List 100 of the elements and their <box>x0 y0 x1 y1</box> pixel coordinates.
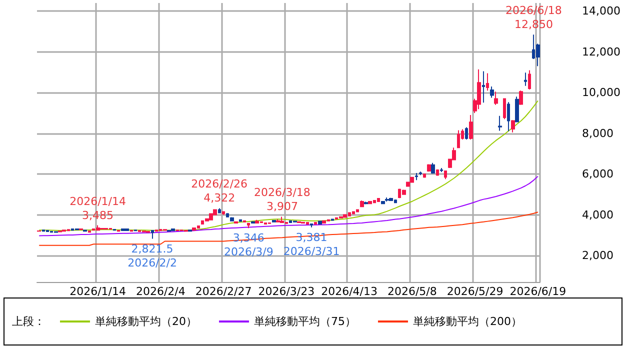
candlestick <box>381 200 385 204</box>
candlestick <box>151 230 154 240</box>
legend-label: 単純移動平均（20） <box>95 315 197 328</box>
x-tick-label: 2026/6/19 <box>510 285 566 298</box>
candlestick <box>457 130 460 148</box>
candlestick <box>415 172 418 181</box>
candlestick <box>385 196 389 202</box>
x-tick-label: 2026/2/27 <box>195 285 252 298</box>
annotation: 2026/6/18 12,850 <box>506 4 562 32</box>
candlestick <box>431 162 435 174</box>
candlestick <box>301 221 305 224</box>
candlestick <box>503 98 506 120</box>
candlestick <box>280 216 284 224</box>
candlestick <box>364 201 368 205</box>
candlestick <box>410 176 414 184</box>
candlestick <box>218 208 221 214</box>
candlestick <box>272 220 276 223</box>
candlestick <box>54 230 58 234</box>
candlestick <box>310 223 313 228</box>
candlestick <box>368 200 372 204</box>
candlestick <box>360 200 364 208</box>
legend-label: 単純移動平均（75） <box>254 315 356 328</box>
candlestick <box>377 198 380 202</box>
x-tick-label: 2026/5/29 <box>446 285 504 298</box>
candlestick <box>352 210 355 214</box>
candlestick <box>125 228 129 232</box>
candlestick <box>209 213 213 221</box>
candlestick <box>155 229 158 232</box>
candlestick <box>251 220 255 224</box>
candlestick <box>230 216 234 222</box>
candlestick <box>293 220 297 223</box>
candlestick <box>239 218 242 222</box>
candlestick <box>205 218 209 222</box>
candlestick <box>486 72 489 92</box>
candlestick <box>314 222 317 225</box>
candlestick <box>343 214 347 218</box>
candlestick <box>331 218 334 221</box>
candlestick <box>276 218 280 223</box>
candlestick <box>46 230 49 232</box>
candlestick <box>83 229 87 232</box>
candlestick <box>482 70 485 104</box>
x-tick-label: 2026/2/4 <box>136 285 186 298</box>
y-tick-label: 2,000 <box>582 249 614 262</box>
candlestick <box>96 224 100 231</box>
candlestick <box>519 90 523 106</box>
candlestick <box>88 230 91 234</box>
legend-label: 単純移動平均（200） <box>412 315 522 328</box>
y-tick-label: 4,000 <box>582 208 614 222</box>
candlestick <box>490 86 494 98</box>
candlestick <box>121 228 125 232</box>
x-tick-label: 2026/5/8 <box>387 285 437 298</box>
candlestick <box>234 221 238 224</box>
candlestick <box>406 181 410 188</box>
candlestick <box>255 219 259 224</box>
annotation: 2026/1/14 3,485 <box>70 194 126 222</box>
candlestick <box>171 228 175 232</box>
annotation: 2026/3/18 3,907 <box>254 186 310 214</box>
candlestick <box>389 197 393 202</box>
candlestick <box>465 126 468 140</box>
candlestick <box>419 171 422 176</box>
candlestick <box>524 72 527 86</box>
candlestick <box>528 70 531 90</box>
x-tick-label: 2026/3/23 <box>258 285 315 298</box>
candlestick <box>318 220 322 225</box>
y-tick-label: 6,000 <box>582 168 614 181</box>
candlestick <box>477 68 481 110</box>
candlestick <box>436 168 439 176</box>
annotation: 2026/2/26 4,322 <box>191 178 248 205</box>
candlestick <box>58 230 62 233</box>
candlestick <box>222 210 225 216</box>
candlestick <box>247 222 250 229</box>
candlestick <box>226 212 229 218</box>
candlestick <box>427 164 431 172</box>
candlestick <box>243 220 246 223</box>
y-tick-label: 8,000 <box>582 126 614 140</box>
candlestick <box>511 120 515 133</box>
x-tick-label: 2026/1/14 <box>70 285 126 298</box>
candlestick <box>444 170 447 180</box>
candlestick <box>494 91 498 106</box>
x-tick-label: 2026/4/13 <box>321 285 378 298</box>
candlestick <box>192 227 196 231</box>
candlestick <box>188 229 192 232</box>
candlestick <box>440 167 443 173</box>
candlestick <box>62 229 66 232</box>
y-tick-label: 10,000 <box>582 86 620 100</box>
candlestick <box>498 115 502 132</box>
candlestick <box>322 220 326 224</box>
legend-title: 上段： <box>12 315 45 328</box>
candlestick <box>469 114 473 140</box>
candlestick <box>402 189 406 196</box>
candlestick <box>339 216 343 219</box>
line-series <box>38 100 538 231</box>
line-series <box>38 212 538 246</box>
candlestick <box>356 208 359 212</box>
candlestick <box>423 173 426 178</box>
candlestick <box>264 222 267 225</box>
y-tick-label: 14,000 <box>582 4 620 18</box>
candlestick <box>515 96 519 123</box>
annotation: 2,821.5 2026/2/2 <box>128 242 177 270</box>
candlestick <box>507 102 510 132</box>
